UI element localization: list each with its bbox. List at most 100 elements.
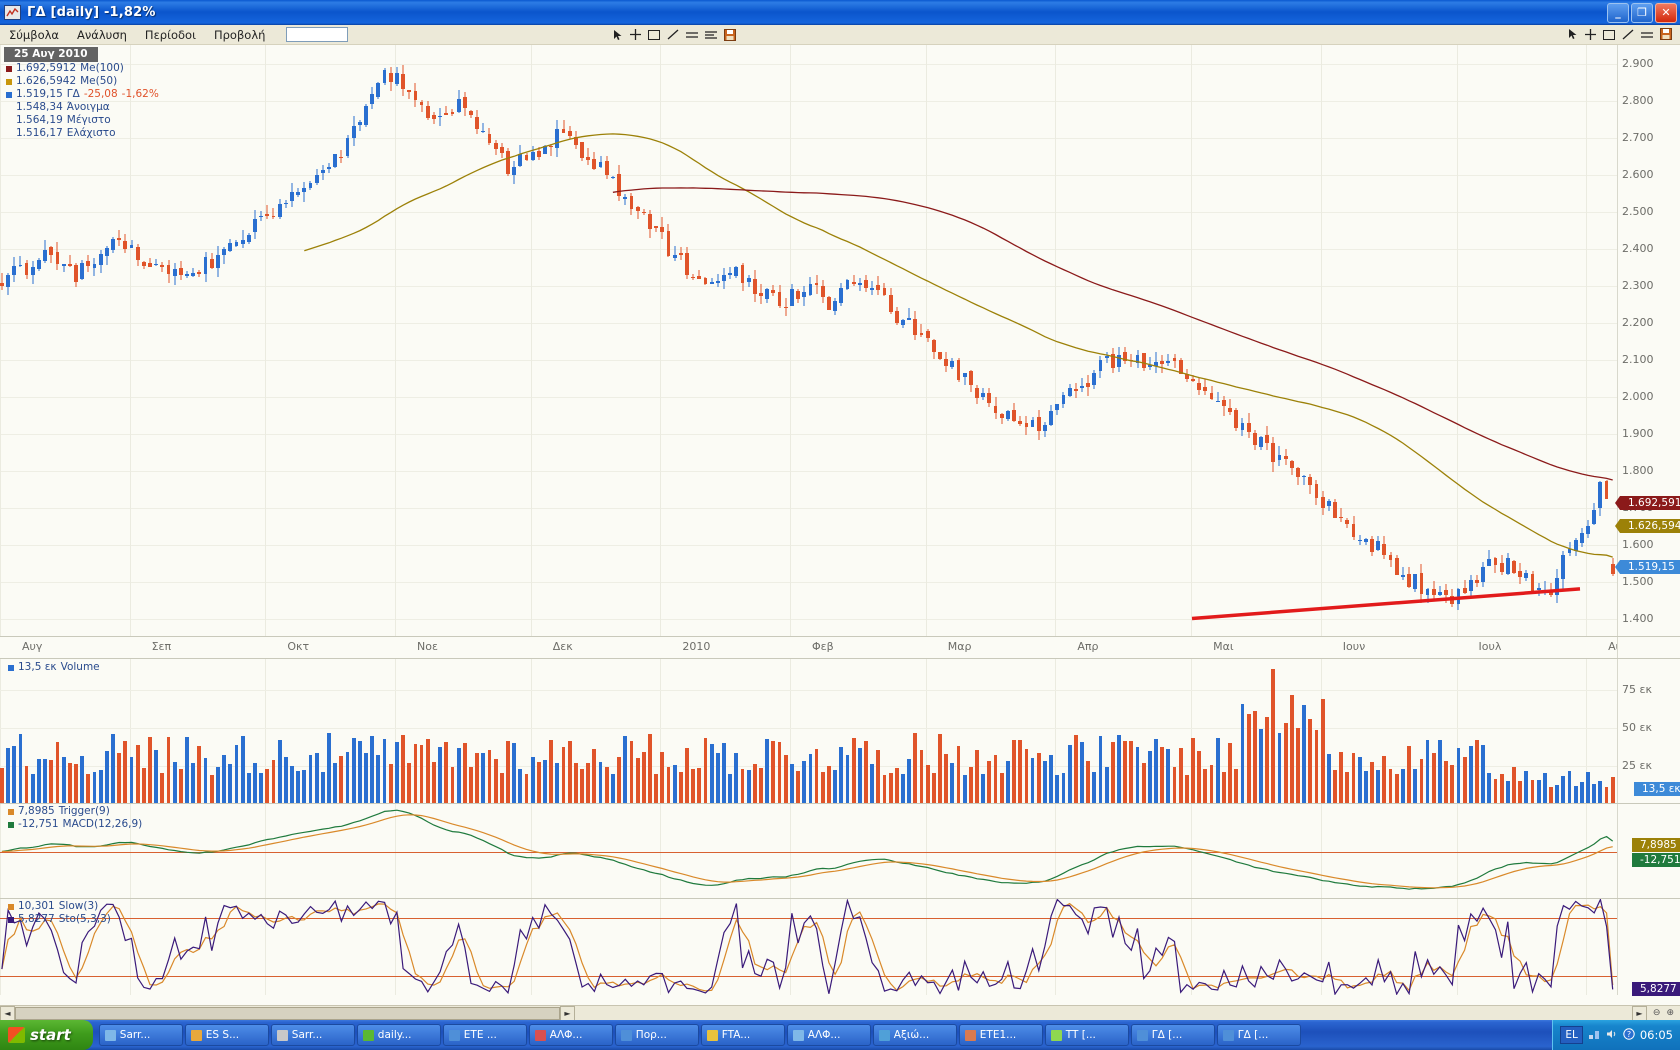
- help-icon[interactable]: ?: [1623, 1027, 1635, 1043]
- candle-body: [1438, 592, 1442, 596]
- menu-symbols[interactable]: Σύμβολα: [9, 27, 59, 42]
- taskbar-item[interactable]: Πορ...: [614, 1024, 699, 1046]
- macd-panel[interactable]: 7,8985 -12,751 7,8985 Trigger(9) -12,751 …: [0, 804, 1680, 899]
- legend-row-open: 1.548,34 Άνοιγμα: [4, 101, 159, 114]
- taskbar-item[interactable]: ΑΛΦ...: [786, 1024, 871, 1046]
- candle-wick: [451, 108, 453, 116]
- taskbar-item[interactable]: ΓΔ [...: [1216, 1024, 1301, 1046]
- taskbar-item[interactable]: Sarr...: [270, 1024, 355, 1046]
- chart-area[interactable]: 2.900 2.800 2.700 2.600 2.500 2.400 2.300 2.200…: [0, 45, 1680, 1005]
- windows-flag-icon: [8, 1027, 25, 1043]
- price-panel[interactable]: 2.900 2.800 2.700 2.600 2.500 2.400 2.300 2.200…: [0, 45, 1680, 637]
- price-plot[interactable]: [0, 45, 1617, 636]
- candle-wick: [1464, 579, 1466, 594]
- volume-panel[interactable]: 75 εκ 50 εκ 25 εκ 13,5 εκ 13,5 εκ Volume: [0, 659, 1680, 804]
- candle-body: [1333, 501, 1337, 518]
- candlestick: [1524, 45, 1529, 636]
- trendline-icon[interactable]: [667, 29, 679, 40]
- candle-body: [1067, 387, 1072, 396]
- text-icon[interactable]: [705, 30, 718, 40]
- candlestick: [419, 45, 424, 636]
- candle-wick: [408, 89, 410, 100]
- taskbar-item-icon: [104, 1029, 116, 1041]
- taskbar-item[interactable]: Sarr...: [98, 1024, 183, 1046]
- rectangle-icon[interactable]: [1603, 25, 1615, 44]
- candle-wick: [1550, 583, 1552, 597]
- volume-bar: [185, 737, 189, 803]
- taskbar-item[interactable]: ETE1...: [958, 1024, 1043, 1046]
- scroll-right-arrow[interactable]: ►: [560, 1005, 575, 1021]
- volume-icon[interactable]: [1606, 1028, 1618, 1043]
- candlestick: [456, 45, 461, 636]
- candlestick: [709, 45, 714, 636]
- taskbar-item[interactable]: daily...: [356, 1024, 441, 1046]
- candle-body: [734, 267, 739, 276]
- taskbar-item[interactable]: ETE ...: [442, 1024, 527, 1046]
- candle-body: [246, 235, 251, 243]
- volume-bar: [1172, 766, 1177, 803]
- maximize-button[interactable]: ❐: [1631, 2, 1653, 23]
- candlestick: [178, 45, 183, 636]
- start-button[interactable]: start: [0, 1020, 93, 1050]
- taskbar-item[interactable]: ES S...: [184, 1024, 269, 1046]
- candle-body: [555, 129, 560, 149]
- candle-body: [802, 292, 807, 298]
- horizontal-line-icon[interactable]: [686, 30, 699, 40]
- taskbar-item[interactable]: TT [...: [1044, 1024, 1129, 1046]
- candlestick: [1135, 45, 1140, 636]
- volume-bar: [1357, 756, 1362, 803]
- volume-price-tag: 13,5 εκ: [1634, 782, 1680, 796]
- volume-bar: [722, 742, 726, 803]
- close-button[interactable]: ✕: [1655, 2, 1677, 23]
- zoom-in-icon[interactable]: ⊕: [1666, 1008, 1674, 1018]
- candle-body: [1400, 574, 1405, 578]
- save-icon[interactable]: [1660, 25, 1672, 44]
- tag-pointer: [1615, 496, 1620, 510]
- candlestick: [1203, 45, 1208, 636]
- scroll-left-arrow[interactable]: ◄: [0, 1005, 15, 1021]
- crosshair-icon[interactable]: [630, 29, 642, 40]
- scrollbar-thumb[interactable]: [15, 1006, 560, 1020]
- crosshair-icon[interactable]: [1585, 25, 1596, 44]
- volume-bar: [1333, 769, 1337, 803]
- save-icon[interactable]: [724, 28, 737, 41]
- stochastic-panel[interactable]: 5,8277 10,301 Slow(3) 5,8277 Sto(5,3,3): [0, 899, 1680, 997]
- cursor-icon[interactable]: [613, 29, 623, 41]
- taskbar-item[interactable]: Αξιώ...: [872, 1024, 957, 1046]
- volume-bar: [1592, 783, 1597, 803]
- rectangle-icon[interactable]: [648, 29, 661, 40]
- language-indicator[interactable]: EL: [1560, 1026, 1583, 1044]
- candlestick: [715, 45, 720, 636]
- menu-analysis[interactable]: Ανάλυση: [77, 27, 127, 42]
- taskbar-item[interactable]: FTA...: [700, 1024, 785, 1046]
- network-icon[interactable]: [1588, 1028, 1601, 1043]
- candle-body: [259, 215, 264, 218]
- taskbar-item[interactable]: ΑΛΦ...: [528, 1024, 613, 1046]
- stochastic-plot[interactable]: [0, 899, 1617, 995]
- zoom-out-icon[interactable]: ⊖: [1652, 1008, 1661, 1018]
- horizontal-line-icon[interactable]: [1641, 25, 1653, 44]
- scroll-right-arrow-end[interactable]: ►: [1631, 1005, 1647, 1021]
- trendline-icon[interactable]: [1622, 25, 1634, 44]
- candle-wick: [63, 264, 65, 272]
- candlestick: [629, 45, 634, 636]
- open-value: 1.548,34: [16, 101, 63, 113]
- candlestick: [999, 45, 1004, 636]
- macd-plot[interactable]: [0, 804, 1617, 898]
- candlestick: [1376, 45, 1381, 636]
- taskbar-item[interactable]: ΓΔ [...: [1130, 1024, 1215, 1046]
- volume-bar: [30, 774, 35, 803]
- minimize-button[interactable]: _: [1607, 2, 1629, 23]
- candle-body: [1259, 437, 1263, 448]
- menu-periods[interactable]: Περίοδοι: [144, 27, 196, 42]
- cursor-icon[interactable]: [1568, 25, 1578, 44]
- volume-plot[interactable]: [0, 659, 1617, 803]
- horizontal-scrollbar[interactable]: ◄ ► ► ⊖ ⊕: [0, 1005, 1680, 1021]
- volume-bar: [1277, 732, 1282, 803]
- taskbar-clock[interactable]: 06:05: [1639, 1028, 1673, 1042]
- volume-bar: [1512, 767, 1516, 803]
- candle-wick: [155, 259, 157, 266]
- symbol-input[interactable]: [286, 27, 349, 42]
- menu-view[interactable]: Προβολή: [213, 27, 266, 42]
- volume-bar: [981, 774, 986, 803]
